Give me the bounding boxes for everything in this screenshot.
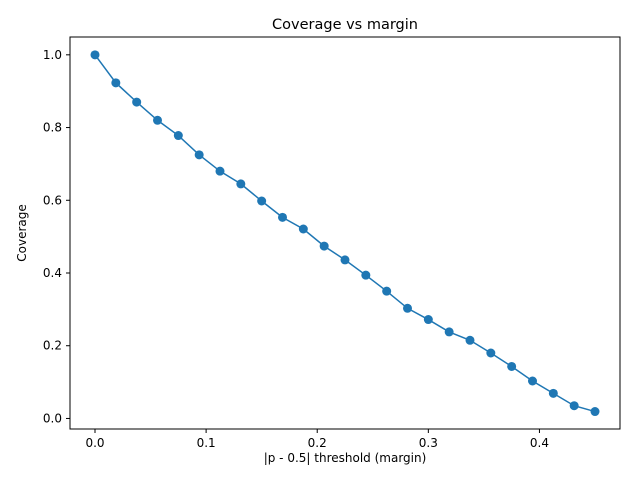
x-tick-label: 0.4 <box>530 436 549 450</box>
y-axis-ticks: 0.0 0.2 0.4 0.6 0.8 1.0 <box>43 48 70 425</box>
x-tick-label: 0.3 <box>419 436 438 450</box>
data-point <box>298 224 308 234</box>
data-point <box>361 270 371 280</box>
data-point <box>340 255 350 265</box>
series-group <box>90 50 600 417</box>
data-point <box>590 407 600 417</box>
y-tick-label: 0.8 <box>43 121 62 135</box>
data-point <box>403 303 412 313</box>
data-point <box>278 212 287 222</box>
data-point <box>132 97 142 107</box>
data-point <box>173 131 183 141</box>
data-point <box>444 327 454 337</box>
data-point <box>215 166 225 176</box>
x-tick-label: 0.0 <box>85 436 104 450</box>
y-tick-label: 0.4 <box>43 266 62 280</box>
data-point <box>236 179 246 189</box>
data-point <box>548 388 558 398</box>
data-point <box>528 376 537 386</box>
data-point <box>465 335 475 345</box>
data-point <box>569 401 579 411</box>
data-point <box>90 50 100 60</box>
x-axis-label: |p - 0.5| threshold (margin) <box>264 451 427 465</box>
y-tick-label: 1.0 <box>43 48 62 62</box>
data-point <box>486 348 496 358</box>
y-tick-label: 0.6 <box>43 193 62 207</box>
x-tick-label: 0.1 <box>197 436 216 450</box>
data-point <box>319 241 329 251</box>
x-tick-label: 0.2 <box>308 436 327 450</box>
y-tick-label: 0.0 <box>43 411 62 425</box>
data-point <box>423 315 433 325</box>
data-point <box>257 196 267 206</box>
y-tick-label: 0.2 <box>43 339 62 353</box>
chart-title: Coverage vs margin <box>272 17 418 33</box>
data-point <box>111 78 121 88</box>
data-point <box>382 286 392 296</box>
data-point <box>153 115 162 125</box>
plot-frame <box>69 36 621 430</box>
y-axis-label: Coverage <box>15 204 29 262</box>
x-axis-ticks: 0.0 0.1 0.2 0.3 0.4 <box>85 429 549 450</box>
data-point <box>194 150 204 160</box>
data-point <box>507 361 517 371</box>
